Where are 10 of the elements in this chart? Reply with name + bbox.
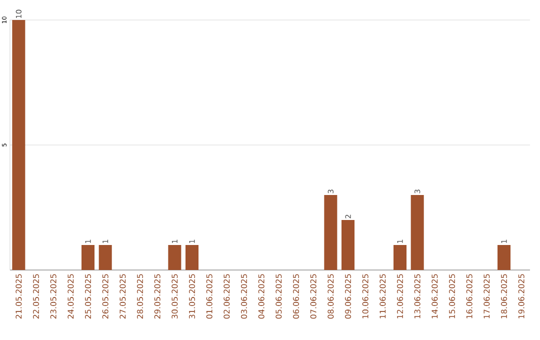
bar — [342, 220, 355, 270]
bar — [186, 245, 199, 270]
bar — [98, 245, 112, 270]
bar — [82, 245, 95, 270]
bar — [498, 245, 511, 270]
bar — [168, 245, 182, 270]
bar — [324, 195, 338, 270]
bar — [12, 20, 26, 270]
bar — [410, 195, 424, 270]
bar — [394, 245, 407, 270]
